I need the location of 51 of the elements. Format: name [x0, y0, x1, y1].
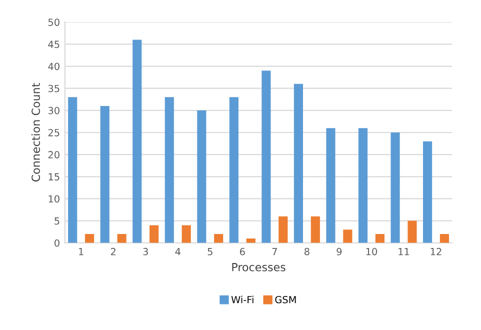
x-tick-label: 9 — [336, 248, 342, 256]
bar — [310, 216, 320, 243]
y-tick-label: 20 — [48, 151, 60, 158]
bar — [343, 230, 352, 243]
bar — [440, 234, 450, 243]
x-axis-title: Processes — [232, 263, 286, 272]
x-tick-label: 11 — [398, 248, 410, 256]
bar — [197, 110, 206, 243]
bar — [132, 40, 142, 243]
bar — [68, 97, 78, 243]
y-axis-title: Connection Count — [31, 83, 40, 182]
x-tick-label: 6 — [240, 248, 245, 256]
x-tick-label: 10 — [366, 248, 378, 256]
bar — [182, 225, 191, 243]
y-tick-label: 30 — [48, 106, 60, 114]
y-tick-label: 40 — [48, 62, 60, 70]
x-tick-label: 8 — [304, 248, 310, 256]
bar — [390, 132, 400, 243]
y-tick-label: 15 — [48, 173, 60, 180]
y-tick-label: 25 — [48, 128, 60, 136]
y-tick-label: 0 — [54, 239, 60, 247]
x-tick-label: 2 — [110, 248, 116, 256]
bar — [214, 234, 224, 243]
bar — [262, 70, 271, 243]
x-tick-label: 12 — [430, 248, 442, 256]
y-tick-label: 45 — [48, 40, 60, 48]
y-tick-label: 10 — [48, 195, 60, 203]
bar — [375, 234, 384, 243]
bar — [117, 234, 126, 243]
bar — [150, 225, 159, 243]
bar — [85, 234, 94, 243]
bar — [164, 97, 174, 243]
bar — [229, 97, 238, 243]
x-tick-label: 3 — [143, 248, 148, 256]
bar — [358, 128, 368, 243]
bar — [246, 238, 256, 243]
legend-label: GSM — [275, 296, 296, 304]
bar — [278, 216, 288, 243]
y-tick-label: 35 — [48, 84, 60, 92]
bar — [100, 106, 110, 243]
x-tick-label: 5 — [208, 248, 212, 256]
bar — [423, 141, 432, 243]
y-tick-label: 5 — [54, 217, 60, 225]
legend-label: Wi-Fi — [231, 296, 254, 304]
bar — [294, 84, 304, 243]
bar — [326, 128, 336, 243]
bar — [408, 220, 417, 243]
x-tick-label: 1 — [79, 248, 84, 256]
x-tick-label: 7 — [272, 248, 277, 256]
x-tick-label: 4 — [175, 248, 180, 256]
y-tick-label: 50 — [48, 18, 60, 26]
